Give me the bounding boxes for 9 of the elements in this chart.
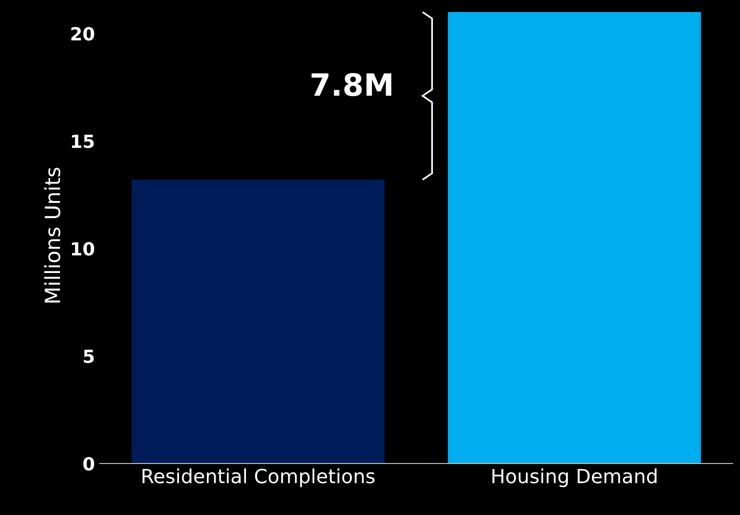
y-axis-title: Millions Units <box>44 168 60 302</box>
y-tick-label: 10 <box>72 242 94 256</box>
y-tick-label: 15 <box>72 134 94 148</box>
y-tick-label: 20 <box>71 26 94 41</box>
y-tick-label: 0 <box>83 456 94 471</box>
x-tick-label: Residential Completions <box>142 468 375 488</box>
x-tick-label: Housing Demand <box>492 468 656 488</box>
annotation: 7.8M <box>312 73 392 96</box>
y-tick-label: 5 <box>84 350 94 364</box>
